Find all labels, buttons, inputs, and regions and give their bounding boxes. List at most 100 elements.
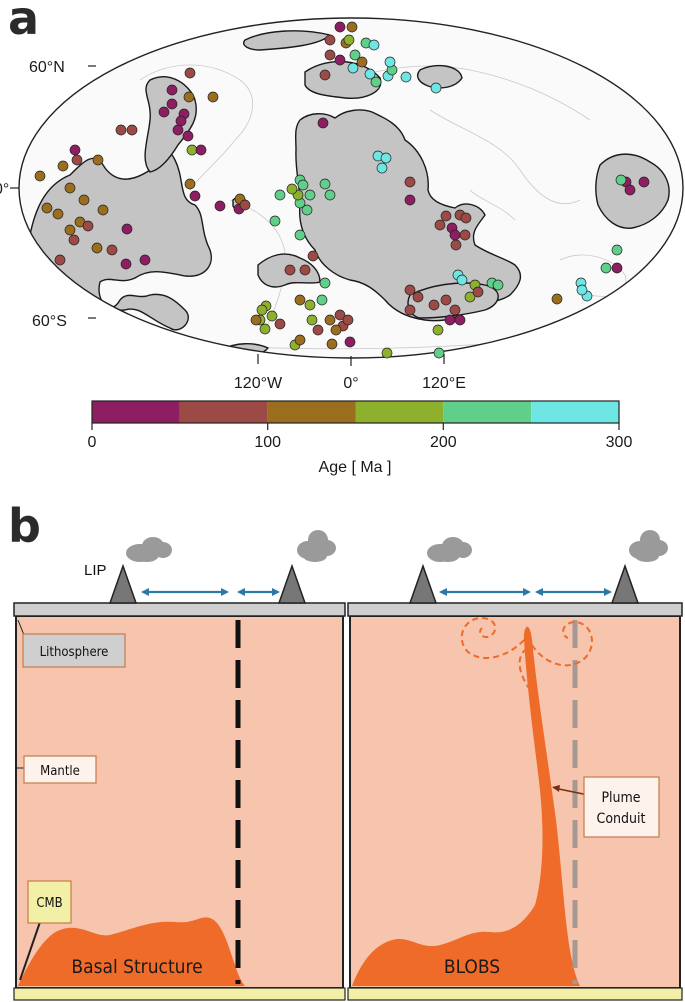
- hotspot-marker: [334, 309, 346, 321]
- hotspot-marker: [464, 291, 476, 303]
- lithosphere-label-box: [22, 633, 126, 668]
- hotspot-marker: [433, 347, 445, 359]
- right-blobs: [352, 626, 580, 986]
- hotspot-marker: [412, 291, 424, 303]
- hotspot-marker: [611, 262, 623, 274]
- hotspot-marker: [368, 39, 380, 51]
- hotspot-marker: [186, 144, 198, 156]
- hotspot-marker: [370, 76, 382, 88]
- island-north-1: [243, 30, 331, 51]
- hotspot-marker: [454, 314, 466, 326]
- hotspot-marker: [307, 250, 319, 262]
- hotspot-marker: [330, 324, 342, 336]
- hotspot-marker: [120, 258, 132, 270]
- hotspot-marker: [34, 170, 46, 182]
- hotspot-marker: [207, 91, 219, 103]
- hotspot-marker: [472, 286, 484, 298]
- colorbar-label: Age [ Ma ]: [319, 459, 392, 476]
- hotspot-marker: [121, 223, 133, 235]
- continent-west: [28, 149, 212, 331]
- hotspot-marker: [175, 115, 187, 127]
- hotspot-marker: [440, 210, 452, 222]
- hotspot-marker: [166, 84, 178, 96]
- hotspot-marker: [615, 174, 627, 186]
- hotspot-marker: [456, 274, 468, 286]
- smoke-icon: [629, 530, 668, 562]
- mantle-label-box: [23, 755, 97, 784]
- colorbar-ticks: [91, 423, 620, 430]
- lon-label-120e: 120°E: [422, 375, 466, 392]
- hotspot-marker: [624, 184, 636, 196]
- hotspot-marker: [97, 204, 109, 216]
- hotspot-marker: [324, 314, 336, 326]
- mantle-label: Mantle: [40, 764, 80, 779]
- lithosphere-label: Lithosphere: [40, 645, 109, 660]
- hotspot-marker: [214, 200, 226, 212]
- hotspot-marker: [444, 314, 456, 326]
- hotspot-marker: [301, 204, 313, 216]
- panel-a-letter: a: [8, 0, 39, 45]
- leader-line: [19, 921, 41, 981]
- plume-label-line2: Conduit: [597, 811, 646, 827]
- right-schematic: Plume Conduit BLOBS: [347, 530, 683, 1001]
- volcano-icon: [610, 563, 640, 604]
- left-basal-structure: [18, 917, 245, 986]
- hotspot-marker: [364, 68, 376, 80]
- hotspot-marker: [306, 314, 318, 326]
- hotspot-marker: [404, 194, 416, 206]
- hotspot-marker: [376, 162, 388, 174]
- hotspot-marker: [404, 284, 416, 296]
- hotspot-marker: [347, 62, 359, 74]
- hotspot-marker: [440, 294, 452, 306]
- hotspot-marker: [334, 21, 346, 33]
- colorbar-tick-100: 100: [254, 434, 281, 451]
- colorbar-frame: [91, 400, 620, 424]
- hotspot-marker: [600, 262, 612, 274]
- left-cmb: [13, 987, 346, 1001]
- hotspot-marker: [256, 304, 268, 316]
- left-lithosphere: [13, 602, 346, 617]
- arrowhead: [552, 785, 560, 792]
- hotspot-marker: [344, 336, 356, 348]
- continent-central: [294, 109, 522, 322]
- hotspot-marker: [334, 54, 346, 66]
- hotspot-marker: [69, 144, 81, 156]
- hotspot-marker: [304, 299, 316, 311]
- hotspot-marker: [342, 314, 354, 326]
- hotspot-marker: [158, 106, 170, 118]
- right-lithosphere: [347, 602, 683, 617]
- hotspot-marker: [404, 176, 416, 188]
- lat-label-60n: 60°N: [29, 59, 65, 76]
- hotspot-marker: [380, 152, 392, 164]
- plume-label-line1: Plume: [601, 790, 640, 806]
- hotspot-marker: [284, 264, 296, 276]
- hotspot-marker: [449, 229, 461, 241]
- hotspot-marker: [381, 347, 393, 359]
- hotspot-marker: [274, 189, 286, 201]
- colorbar-tick-200: 200: [430, 434, 457, 451]
- cmb-label: CMB: [36, 896, 62, 911]
- hotspot-points: [34, 21, 650, 359]
- hotspot-marker: [384, 56, 396, 68]
- hotspot-marker: [184, 67, 196, 79]
- hotspot-marker: [182, 130, 194, 142]
- hotspot-marker: [319, 69, 331, 81]
- hotspot-marker: [459, 229, 471, 241]
- hotspot-marker: [317, 117, 329, 129]
- hotspot-marker: [57, 160, 69, 172]
- hotspot-marker: [183, 91, 195, 103]
- hotspot-marker: [106, 244, 118, 256]
- hotspot-marker: [432, 324, 444, 336]
- hotspot-marker: [172, 124, 184, 136]
- hotspot-marker: [274, 318, 286, 330]
- colorbar-bin: [92, 401, 180, 423]
- hotspot-marker: [356, 56, 368, 68]
- hotspot-marker: [319, 277, 331, 289]
- smoke-icon: [427, 537, 472, 562]
- hotspot-marker: [460, 212, 472, 224]
- colorbar-bins: [92, 401, 619, 423]
- colorbar-bin: [267, 401, 356, 423]
- hotspot-marker: [115, 124, 127, 136]
- hotspot-marker: [324, 189, 336, 201]
